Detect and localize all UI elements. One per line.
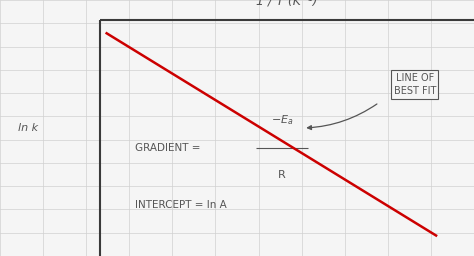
- Text: R: R: [278, 170, 286, 180]
- Text: LINE OF
BEST FIT: LINE OF BEST FIT: [393, 73, 436, 96]
- Text: INTERCEPT = ln A: INTERCEPT = ln A: [135, 200, 227, 210]
- Text: GRADIENT =: GRADIENT =: [135, 143, 204, 154]
- Text: ln k: ln k: [18, 123, 38, 133]
- Text: $-E_a$: $-E_a$: [271, 113, 293, 127]
- Text: 1 / T (K⁻¹): 1 / T (K⁻¹): [256, 0, 318, 8]
